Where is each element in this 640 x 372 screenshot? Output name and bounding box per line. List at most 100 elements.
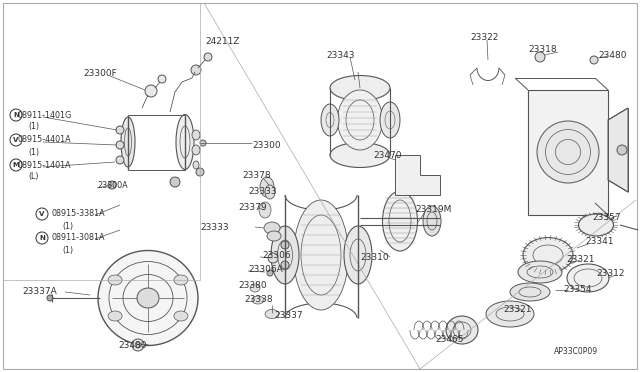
Text: 23321: 23321 bbox=[503, 305, 531, 314]
Text: AP33C0P09: AP33C0P09 bbox=[554, 347, 598, 356]
Circle shape bbox=[281, 261, 289, 269]
Ellipse shape bbox=[537, 121, 599, 183]
Text: M: M bbox=[13, 162, 19, 168]
Text: (L): (L) bbox=[28, 173, 38, 182]
Circle shape bbox=[170, 177, 180, 187]
Text: 23378: 23378 bbox=[242, 170, 271, 180]
Text: 08915-1401A: 08915-1401A bbox=[18, 160, 72, 170]
Ellipse shape bbox=[174, 311, 188, 321]
Ellipse shape bbox=[137, 288, 159, 308]
Text: 23318: 23318 bbox=[528, 45, 557, 55]
Circle shape bbox=[132, 339, 144, 351]
Ellipse shape bbox=[294, 200, 349, 310]
Text: 23470: 23470 bbox=[373, 151, 401, 160]
Ellipse shape bbox=[330, 76, 390, 100]
Circle shape bbox=[268, 253, 278, 263]
Circle shape bbox=[535, 52, 545, 62]
Text: 23321: 23321 bbox=[566, 256, 595, 264]
Ellipse shape bbox=[260, 177, 274, 197]
Ellipse shape bbox=[380, 102, 400, 138]
Ellipse shape bbox=[264, 222, 280, 234]
Text: 23319M: 23319M bbox=[415, 205, 451, 215]
Ellipse shape bbox=[121, 117, 135, 167]
Circle shape bbox=[617, 145, 627, 155]
Ellipse shape bbox=[108, 311, 122, 321]
Ellipse shape bbox=[265, 185, 275, 199]
Text: 23357: 23357 bbox=[592, 214, 621, 222]
Ellipse shape bbox=[567, 264, 609, 292]
Ellipse shape bbox=[383, 191, 417, 251]
Ellipse shape bbox=[510, 283, 550, 301]
Ellipse shape bbox=[330, 142, 390, 167]
Ellipse shape bbox=[192, 130, 200, 140]
Text: N: N bbox=[13, 112, 19, 118]
Text: 23480: 23480 bbox=[598, 51, 627, 60]
Text: 23333: 23333 bbox=[248, 187, 276, 196]
Ellipse shape bbox=[271, 226, 299, 284]
Polygon shape bbox=[608, 108, 628, 192]
Circle shape bbox=[116, 141, 124, 149]
Text: 08911-1401G: 08911-1401G bbox=[18, 110, 72, 119]
Text: V: V bbox=[13, 137, 19, 143]
Circle shape bbox=[191, 65, 201, 75]
Text: 23480: 23480 bbox=[118, 340, 147, 350]
Circle shape bbox=[10, 109, 22, 121]
Ellipse shape bbox=[98, 250, 198, 346]
Ellipse shape bbox=[259, 202, 271, 218]
Text: 23343: 23343 bbox=[326, 51, 355, 60]
Text: 23337: 23337 bbox=[274, 311, 303, 320]
Ellipse shape bbox=[344, 226, 372, 284]
Ellipse shape bbox=[267, 231, 281, 241]
Text: 23300A: 23300A bbox=[97, 182, 127, 190]
Text: 08915-3381A: 08915-3381A bbox=[52, 209, 106, 218]
Circle shape bbox=[204, 53, 212, 61]
Text: (1): (1) bbox=[62, 246, 73, 254]
Circle shape bbox=[108, 181, 116, 189]
Circle shape bbox=[281, 241, 289, 249]
Ellipse shape bbox=[446, 316, 478, 344]
Circle shape bbox=[267, 270, 273, 276]
Ellipse shape bbox=[252, 296, 264, 304]
Ellipse shape bbox=[176, 115, 194, 170]
Text: 23341: 23341 bbox=[585, 237, 614, 247]
Text: 23333: 23333 bbox=[200, 224, 228, 232]
Text: 23306: 23306 bbox=[262, 251, 291, 260]
Text: 23306A: 23306A bbox=[248, 266, 283, 275]
Ellipse shape bbox=[192, 145, 200, 155]
Text: (1): (1) bbox=[62, 221, 73, 231]
Text: (1): (1) bbox=[28, 122, 39, 131]
Text: N: N bbox=[39, 235, 45, 241]
Circle shape bbox=[135, 342, 141, 348]
Polygon shape bbox=[395, 155, 440, 195]
Text: 08915-4401A: 08915-4401A bbox=[18, 135, 72, 144]
Text: 08911-3081A: 08911-3081A bbox=[52, 234, 106, 243]
Ellipse shape bbox=[321, 104, 339, 136]
Text: 23337A: 23337A bbox=[22, 288, 57, 296]
Circle shape bbox=[36, 208, 48, 220]
Text: 23300: 23300 bbox=[252, 141, 280, 150]
Ellipse shape bbox=[108, 275, 122, 285]
Circle shape bbox=[145, 85, 157, 97]
Ellipse shape bbox=[518, 261, 562, 283]
Bar bbox=[528, 90, 608, 215]
Circle shape bbox=[590, 56, 598, 64]
Text: 23310: 23310 bbox=[360, 253, 388, 263]
Circle shape bbox=[47, 295, 53, 301]
Ellipse shape bbox=[579, 214, 614, 236]
Ellipse shape bbox=[174, 275, 188, 285]
Circle shape bbox=[158, 75, 166, 83]
Ellipse shape bbox=[265, 310, 279, 318]
Text: 23322: 23322 bbox=[470, 33, 499, 42]
Text: 23380: 23380 bbox=[238, 282, 267, 291]
Circle shape bbox=[36, 232, 48, 244]
Text: V: V bbox=[39, 211, 45, 217]
Circle shape bbox=[10, 159, 22, 171]
Text: 23354: 23354 bbox=[563, 285, 591, 295]
Circle shape bbox=[196, 168, 204, 176]
Text: (1): (1) bbox=[28, 148, 39, 157]
Ellipse shape bbox=[486, 301, 534, 327]
Ellipse shape bbox=[423, 206, 441, 236]
Text: 23338: 23338 bbox=[244, 295, 273, 305]
Text: 23312: 23312 bbox=[596, 269, 625, 279]
Circle shape bbox=[116, 156, 124, 164]
